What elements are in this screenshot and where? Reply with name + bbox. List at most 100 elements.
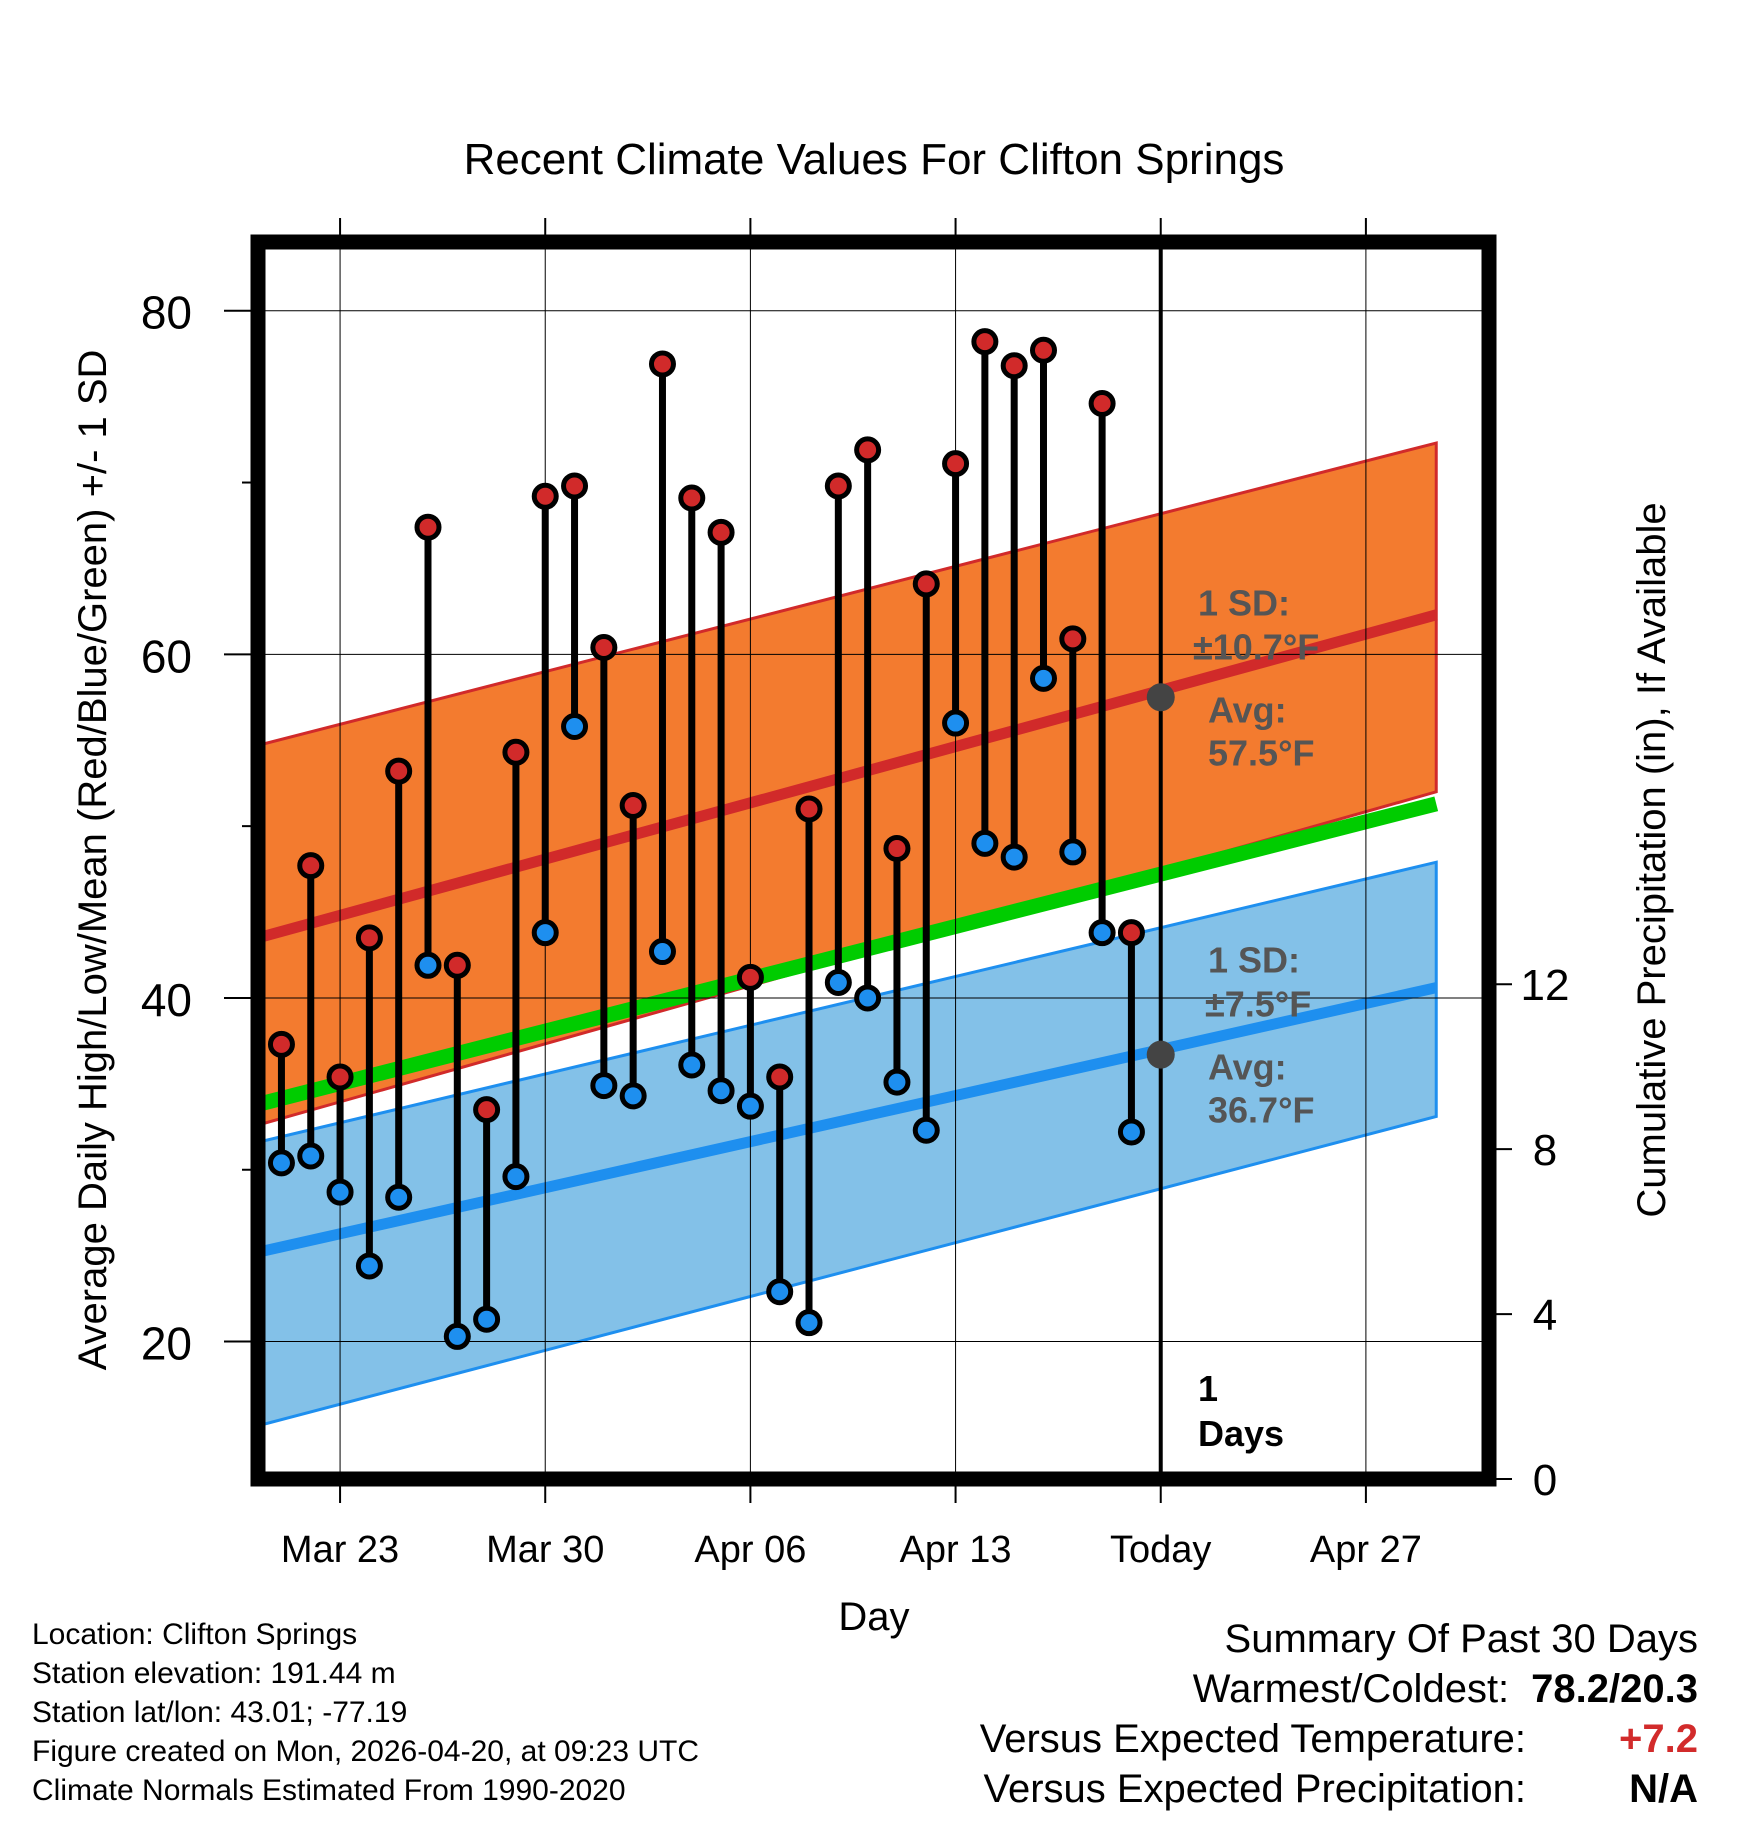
high-point	[590, 633, 618, 661]
high-point	[1117, 919, 1145, 947]
high-point	[561, 472, 589, 500]
high-avg-value: 57.5°F	[1208, 732, 1314, 773]
high-point	[267, 1030, 295, 1058]
station-location: Location: Clifton Springs	[32, 1618, 358, 1651]
high-point	[883, 834, 911, 862]
high-point	[971, 328, 999, 356]
x-tick-label: Mar 30	[486, 1529, 604, 1571]
low-point	[824, 968, 852, 996]
low-point	[326, 1178, 354, 1206]
y2-tick-label: 4	[1533, 1291, 1557, 1340]
high-point	[355, 924, 383, 952]
low-point	[854, 984, 882, 1012]
low-sd-label: 1 SD:	[1208, 940, 1300, 981]
high-point	[326, 1063, 354, 1091]
low-point	[297, 1142, 325, 1170]
x-axis-label: Day	[838, 1595, 909, 1639]
summary-warmest-coldest: Warmest/Coldest: 78.2/20.3	[980, 1664, 1698, 1714]
y-tick-label: 20	[141, 1318, 192, 1370]
low-point	[766, 1278, 794, 1306]
chart-title: Recent Climate Values For Clifton Spring…	[464, 135, 1285, 184]
y2-tick-label: 12	[1521, 961, 1570, 1010]
low-point	[795, 1309, 823, 1337]
low-point	[942, 709, 970, 737]
high-point	[443, 951, 471, 979]
high-point	[648, 350, 676, 378]
low-point	[678, 1051, 706, 1079]
days-label: Days	[1198, 1413, 1284, 1454]
summary-temperature: Versus Expected Temperature: +7.2	[980, 1714, 1698, 1764]
low-point	[912, 1116, 940, 1144]
high-point	[854, 436, 882, 464]
high-point	[1088, 389, 1116, 417]
high-point	[385, 757, 413, 785]
low-point	[443, 1322, 471, 1350]
summary-panel: Summary Of Past 30 Days Warmest/Coldest:…	[980, 1614, 1698, 1814]
station-latlon: Station lat/lon: 43.01; -77.19	[32, 1696, 408, 1729]
y-tick-label: 80	[141, 287, 192, 339]
warmest-coldest-value: 78.2/20.3	[1531, 1667, 1698, 1711]
low-point	[648, 938, 676, 966]
plot-frame	[250, 234, 1497, 1487]
low-point	[707, 1077, 735, 1105]
x-tick-label: Today	[1110, 1529, 1211, 1571]
temp-label: Versus Expected Temperature:	[979, 1717, 1526, 1761]
summary-precipitation: Versus Expected Precipitation: N/A	[980, 1764, 1698, 1814]
high-point	[531, 482, 559, 510]
low-point	[1029, 664, 1057, 692]
x-tick-label: Apr 06	[694, 1529, 806, 1571]
high-point	[736, 963, 764, 991]
high-avg-marker	[1146, 683, 1175, 712]
high-point	[942, 450, 970, 478]
high-point	[707, 518, 735, 546]
high-point	[824, 472, 852, 500]
high-point	[1029, 336, 1057, 364]
low-point	[619, 1082, 647, 1110]
high-point	[297, 852, 325, 880]
precip-label: Versus Expected Precipitation:	[983, 1767, 1526, 1811]
precip-value: N/A	[1629, 1767, 1698, 1811]
temp-value: +7.2	[1619, 1717, 1698, 1761]
high-point	[678, 484, 706, 512]
low-avg-marker	[1146, 1040, 1175, 1069]
low-point	[971, 829, 999, 857]
low-point	[531, 919, 559, 947]
low-point	[502, 1163, 530, 1191]
high-point	[473, 1096, 501, 1124]
low-point	[473, 1305, 501, 1333]
normals-source: Climate Normals Estimated From 1990-2020	[32, 1774, 626, 1807]
low-point	[385, 1183, 413, 1211]
x-tick-label: Apr 27	[1310, 1529, 1422, 1571]
high-point	[912, 570, 940, 598]
high-sd-label: 1 SD:	[1198, 582, 1290, 623]
low-point	[1117, 1118, 1145, 1146]
days-count: 1	[1198, 1368, 1218, 1409]
low-point	[355, 1252, 383, 1280]
warmest-coldest-label: Warmest/Coldest:	[1192, 1667, 1510, 1711]
y-axis-right: 0 4 8 12	[1521, 961, 1570, 1505]
low-point	[1088, 919, 1116, 947]
high-point	[502, 738, 530, 766]
high-point	[1000, 352, 1028, 380]
low-avg-value: 36.7°F	[1208, 1090, 1314, 1131]
high-sd-value: ±10.7°F	[1193, 626, 1319, 667]
high-point	[414, 513, 442, 541]
x-axis: Mar 23 Mar 30 Apr 06 Apr 13 Today Apr 27	[281, 1529, 1422, 1571]
y-axis-label: Average Daily High/Low/Mean (Red/Blue/Gr…	[71, 350, 115, 1371]
x-tick-label: Mar 23	[281, 1529, 399, 1571]
station-elevation: Station elevation: 191.44 m	[32, 1657, 396, 1690]
high-avg-label: Avg:	[1208, 689, 1287, 730]
low-point	[1059, 838, 1087, 866]
y2-tick-label: 0	[1533, 1456, 1557, 1505]
high-point	[1059, 625, 1087, 653]
low-point	[590, 1072, 618, 1100]
high-normal-line	[265, 609, 1438, 942]
y2-tick-label: 8	[1533, 1126, 1557, 1175]
station-info: Location: Clifton Springs Station elevat…	[32, 1615, 699, 1810]
figure-created: Figure created on Mon, 2026-04-20, at 09…	[32, 1735, 700, 1768]
low-avg-label: Avg:	[1208, 1047, 1287, 1088]
low-point	[561, 712, 589, 740]
y-axis-left: 20 40 60 80	[141, 287, 192, 1370]
